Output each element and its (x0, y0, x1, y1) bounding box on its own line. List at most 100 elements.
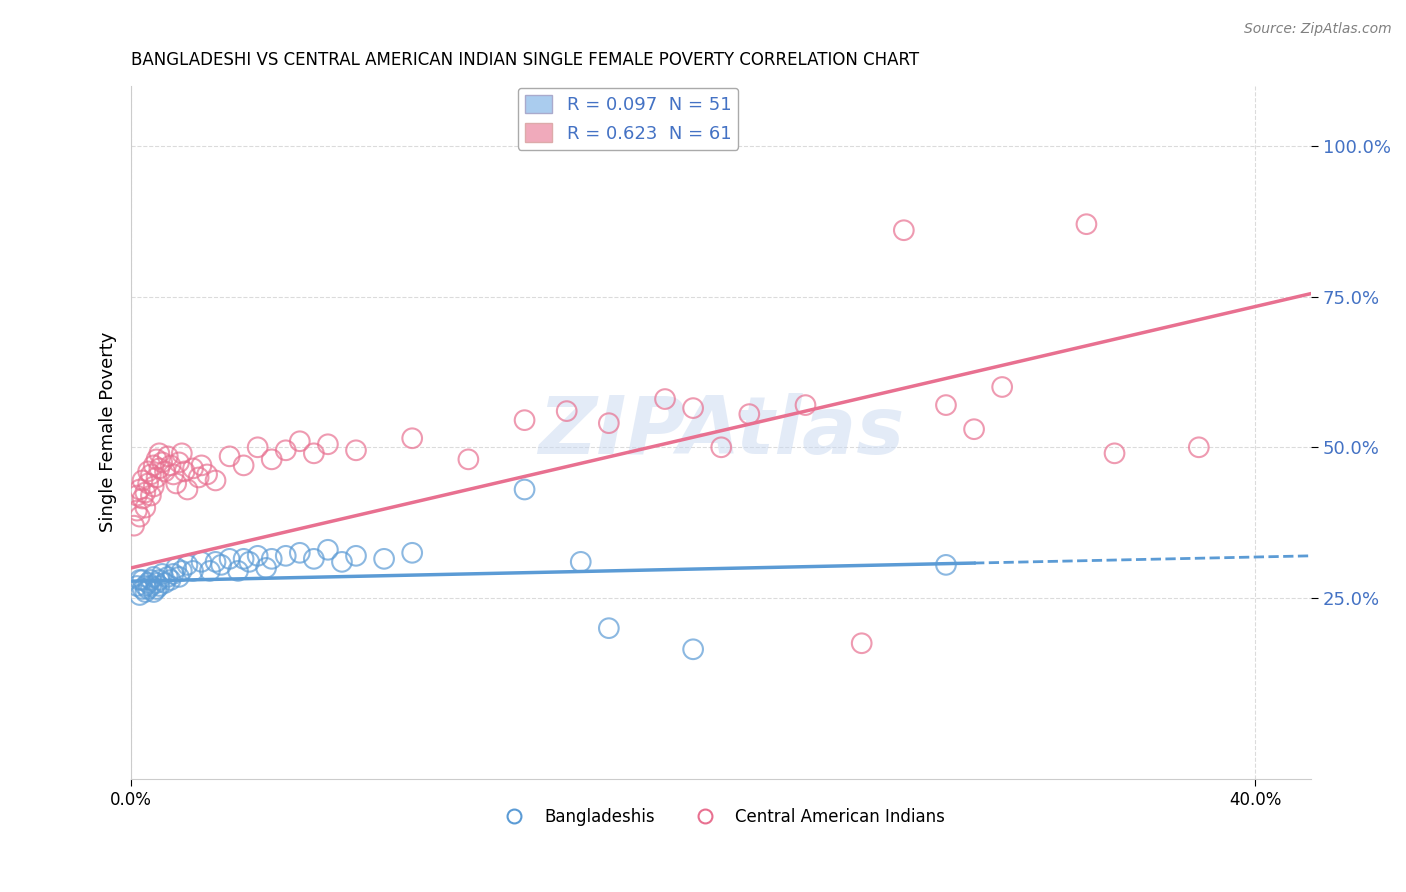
Text: BANGLADESHI VS CENTRAL AMERICAN INDIAN SINGLE FEMALE POVERTY CORRELATION CHART: BANGLADESHI VS CENTRAL AMERICAN INDIAN S… (131, 51, 920, 69)
Point (209, 558, 232, 572)
Point (145, 470, 167, 484)
Point (373, 551, 395, 566)
Point (128, 483, 150, 497)
Point (148, 446, 170, 460)
Point (148, 461, 170, 475)
Point (190, 555, 212, 569)
Point (302, 551, 325, 566)
Point (457, 452, 479, 467)
Point (246, 440, 269, 454)
Point (260, 551, 283, 566)
Point (204, 555, 226, 569)
Point (682, 401, 704, 416)
Point (153, 464, 176, 478)
Point (162, 566, 184, 581)
Point (274, 549, 297, 563)
Point (204, 474, 226, 488)
Point (131, 573, 153, 587)
Point (139, 489, 162, 503)
Point (218, 551, 240, 566)
Point (569, 555, 592, 569)
Point (190, 458, 212, 473)
Text: Source: ZipAtlas.com: Source: ZipAtlas.com (1244, 22, 1392, 37)
Point (122, 518, 145, 533)
Point (1076, 217, 1098, 231)
Point (125, 489, 148, 503)
Point (555, 404, 578, 418)
Y-axis label: Single Female Poverty: Single Female Poverty (100, 332, 117, 533)
Point (173, 464, 195, 478)
Point (156, 570, 179, 584)
Point (274, 443, 297, 458)
Point (134, 500, 156, 515)
Point (153, 576, 176, 591)
Point (128, 509, 150, 524)
Point (513, 483, 536, 497)
Point (156, 450, 179, 464)
Point (344, 549, 367, 563)
Point (167, 570, 190, 584)
Point (145, 576, 167, 591)
Point (401, 546, 423, 560)
Point (131, 474, 153, 488)
Point (198, 564, 221, 578)
Point (1188, 440, 1211, 454)
Point (176, 558, 198, 572)
Point (142, 585, 165, 599)
Point (136, 464, 159, 478)
Point (142, 458, 165, 473)
Point (131, 582, 153, 596)
Point (893, 223, 915, 237)
Point (1104, 446, 1126, 460)
Point (344, 443, 367, 458)
Point (165, 476, 187, 491)
Point (136, 476, 159, 491)
Point (148, 573, 170, 587)
Point (330, 555, 353, 569)
Point (159, 573, 181, 587)
Point (238, 555, 260, 569)
Point (125, 579, 148, 593)
Point (128, 573, 150, 587)
Point (963, 422, 986, 436)
Point (195, 467, 218, 482)
Point (142, 570, 165, 584)
Point (316, 437, 339, 451)
Point (288, 546, 311, 560)
Point (246, 549, 269, 563)
Point (710, 440, 733, 454)
Point (136, 576, 159, 591)
Point (598, 416, 620, 430)
Point (167, 455, 190, 469)
Point (170, 446, 193, 460)
Point (935, 558, 957, 572)
Point (181, 461, 204, 475)
Point (134, 585, 156, 599)
Point (150, 566, 173, 581)
Point (316, 542, 339, 557)
Point (232, 458, 254, 473)
Point (176, 483, 198, 497)
Text: ZIPAtlas: ZIPAtlas (538, 393, 904, 471)
Point (254, 561, 277, 575)
Point (165, 561, 187, 575)
Legend: Bangladeshis, Central American Indians: Bangladeshis, Central American Indians (491, 802, 952, 833)
Point (682, 642, 704, 657)
Point (148, 579, 170, 593)
Point (187, 470, 209, 484)
Point (145, 452, 167, 467)
Point (139, 579, 162, 593)
Point (125, 503, 148, 517)
Point (851, 636, 873, 650)
Point (401, 431, 423, 445)
Point (139, 573, 162, 587)
Point (513, 413, 536, 427)
Point (142, 479, 165, 493)
Point (145, 582, 167, 596)
Point (170, 564, 193, 578)
Point (181, 564, 204, 578)
Point (232, 551, 254, 566)
Point (991, 380, 1014, 394)
Point (139, 467, 162, 482)
Point (302, 446, 325, 460)
